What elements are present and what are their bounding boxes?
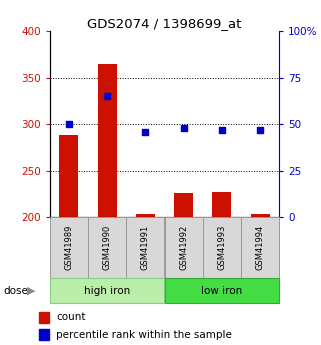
FancyBboxPatch shape: [165, 217, 203, 278]
Bar: [251, 214, 270, 217]
Text: GSM41991: GSM41991: [141, 225, 150, 270]
Text: percentile rank within the sample: percentile rank within the sample: [56, 330, 232, 339]
Text: low iron: low iron: [201, 286, 243, 296]
Point: [181, 125, 186, 131]
Bar: [174, 193, 193, 217]
Bar: [39, 329, 49, 340]
FancyBboxPatch shape: [203, 217, 241, 278]
FancyBboxPatch shape: [50, 278, 164, 303]
FancyBboxPatch shape: [126, 217, 164, 278]
Point: [219, 127, 224, 132]
Bar: [136, 214, 155, 217]
Text: GSM41990: GSM41990: [103, 225, 112, 270]
FancyBboxPatch shape: [50, 217, 88, 278]
Text: count: count: [56, 313, 86, 322]
FancyBboxPatch shape: [241, 217, 279, 278]
Bar: [212, 192, 231, 217]
Point: [257, 127, 263, 132]
Text: GSM41993: GSM41993: [217, 225, 226, 270]
Point: [143, 129, 148, 135]
Bar: [98, 63, 117, 217]
Text: high iron: high iron: [84, 286, 130, 296]
Point: [105, 93, 110, 99]
Text: dose: dose: [3, 286, 28, 296]
Point: [66, 121, 72, 127]
Bar: [39, 312, 49, 323]
Text: GSM41992: GSM41992: [179, 225, 188, 270]
Text: ▶: ▶: [27, 286, 36, 296]
Text: GSM41994: GSM41994: [256, 225, 265, 270]
Bar: [59, 135, 78, 217]
Title: GDS2074 / 1398699_at: GDS2074 / 1398699_at: [87, 17, 242, 30]
FancyBboxPatch shape: [88, 217, 126, 278]
Text: GSM41989: GSM41989: [65, 225, 74, 270]
FancyBboxPatch shape: [165, 278, 279, 303]
